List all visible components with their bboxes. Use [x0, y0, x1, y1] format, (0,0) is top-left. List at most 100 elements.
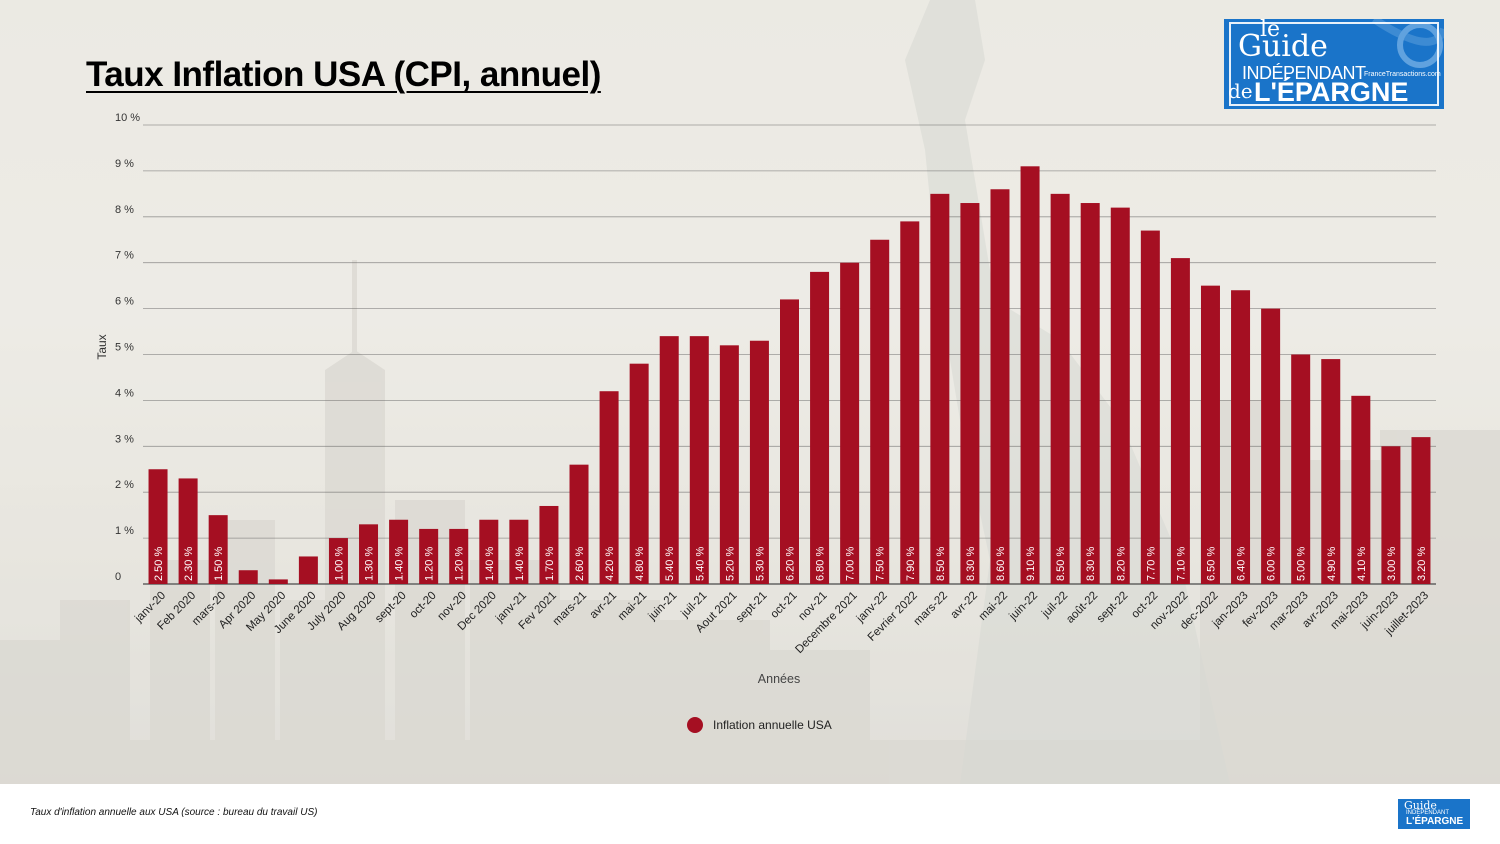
bar-value-label: 1.20 %	[454, 547, 466, 581]
bar-value-label: 2.30 %	[183, 547, 195, 581]
bar-value-label: 7.00 %	[845, 547, 857, 581]
bar-value-label: 5.40 %	[664, 547, 676, 581]
x-tick-label: sept-22	[1095, 590, 1131, 626]
logo-text-independant: INDÉPENDANT	[1242, 63, 1366, 83]
bar	[268, 579, 288, 584]
bar-value-label: 1.40 %	[514, 547, 526, 581]
bar-value-label: 3.00 %	[1386, 547, 1398, 581]
bar-value-label: 1.40 %	[394, 547, 406, 581]
bar	[1231, 290, 1251, 584]
bar-value-label: 1.70 %	[544, 547, 556, 581]
bar	[659, 336, 679, 584]
bar	[960, 203, 980, 584]
bar	[449, 528, 469, 584]
bar-value-label: 8.20 %	[1115, 547, 1127, 581]
bar-value-label: 8.60 %	[995, 547, 1007, 581]
bar	[1321, 359, 1341, 584]
bar-value-label: 1.50 %	[213, 547, 225, 581]
x-tick-label: juin-22	[1007, 590, 1041, 624]
bar	[419, 528, 439, 584]
bar-value-label: 1.20 %	[424, 547, 436, 581]
bar	[900, 221, 920, 584]
bar	[298, 556, 318, 584]
bar	[1170, 258, 1190, 584]
y-tick-label: 5 %	[115, 342, 134, 354]
bar	[238, 570, 258, 584]
bar-value-label: 1.00 %	[333, 547, 345, 581]
bar-value-label: 2.60 %	[574, 547, 586, 581]
x-tick-label: mai-22	[977, 590, 1010, 623]
bar-value-label: 5.30 %	[754, 547, 766, 581]
bar	[870, 239, 890, 584]
y-tick-label: 8 %	[115, 204, 134, 216]
chart-slide: Taux Inflation USA (CPI, annuel) le Guid…	[0, 0, 1500, 784]
bar-value-label: 8.30 %	[965, 547, 977, 581]
bar-value-label: 8.50 %	[935, 547, 947, 581]
logo-text-site: FranceTransactions.com	[1364, 71, 1441, 78]
bar	[148, 469, 168, 584]
bar	[1200, 285, 1220, 584]
bar	[1291, 354, 1311, 584]
bar	[1411, 437, 1431, 584]
y-tick-label: 2 %	[115, 479, 134, 491]
logo-text-epargne: L'ÉPARGNE	[1254, 77, 1409, 107]
y-tick-label: 4 %	[115, 387, 134, 399]
bar	[990, 189, 1010, 584]
source-caption: Taux d'inflation annuelle aux USA (sourc…	[30, 807, 318, 818]
bar	[178, 478, 198, 584]
bar-value-label: 5.00 %	[1296, 547, 1308, 581]
bar-value-label: 6.40 %	[1236, 547, 1248, 581]
y-tick-label: 1 %	[115, 525, 134, 537]
logo-small-text-epargne: L'ÉPARGNE	[1406, 816, 1464, 827]
bar	[1261, 308, 1281, 584]
bar-value-label: 8.50 %	[1055, 547, 1067, 581]
bar-value-label: 7.90 %	[905, 547, 917, 581]
bar-value-label: 6.20 %	[785, 547, 797, 581]
bar-value-label: 1.40 %	[484, 547, 496, 581]
bar	[569, 464, 589, 584]
bar-value-label: 4.20 %	[604, 547, 616, 581]
y-axis-title: Taux	[95, 334, 109, 359]
bar-value-label: 7.50 %	[875, 547, 887, 581]
bar-value-label: 9.10 %	[1025, 547, 1037, 581]
y-tick-label: 3 %	[115, 433, 134, 445]
bar	[930, 193, 950, 584]
bar	[208, 515, 228, 584]
bar	[1110, 207, 1130, 584]
guide-epargne-logo: le Guide INDÉPENDANT FranceTransactions.…	[1224, 19, 1444, 109]
x-tick-label: mai-21	[616, 590, 649, 623]
guide-epargne-logo-small: Guide INDÉPENDANT L'ÉPARGNE	[1398, 799, 1470, 829]
legend-marker	[687, 717, 703, 733]
y-tick-label: 7 %	[115, 250, 134, 262]
logo-graphic	[1229, 19, 1444, 106]
bar-value-label: 6.50 %	[1205, 547, 1217, 581]
x-tick-label: mars-21	[551, 590, 589, 628]
bar-value-label: 7.10 %	[1175, 547, 1187, 581]
chart-title: Taux Inflation USA (CPI, annuel)	[86, 55, 601, 94]
bar	[1020, 166, 1040, 584]
bar-value-label: 4.10 %	[1356, 547, 1368, 581]
bar	[389, 519, 409, 584]
bar-value-label: 6.80 %	[815, 547, 827, 581]
logo-text-de: de	[1228, 79, 1253, 103]
bar	[479, 519, 499, 584]
bar	[1381, 446, 1401, 584]
bar	[509, 519, 529, 584]
x-tick-label: sept-21	[734, 590, 770, 626]
logo-small-text-guide: Guide	[1404, 799, 1437, 812]
bar	[1140, 230, 1160, 584]
y-tick-label: 6 %	[115, 296, 134, 308]
logo-text-le: le	[1260, 19, 1281, 42]
x-tick-label: août-22	[1064, 590, 1100, 626]
legend-label: Inflation annuelle USA	[713, 718, 832, 732]
bar	[328, 538, 348, 584]
bar	[810, 271, 830, 584]
y-tick-label: 10 %	[115, 112, 140, 124]
bar-value-label: 4.90 %	[1326, 547, 1338, 581]
bar	[689, 336, 709, 584]
bar	[359, 524, 379, 584]
y-tick-label: 0	[115, 571, 121, 583]
bar-value-label: 5.20 %	[724, 547, 736, 581]
inflation-bar-chart: 0 1 % 2 % 3 % 4 % 5 % 6 % 7 % 8 % 9 % 10 % Taux 2.50…	[95, 112, 1436, 733]
x-tick-label: mars-22	[912, 590, 950, 628]
